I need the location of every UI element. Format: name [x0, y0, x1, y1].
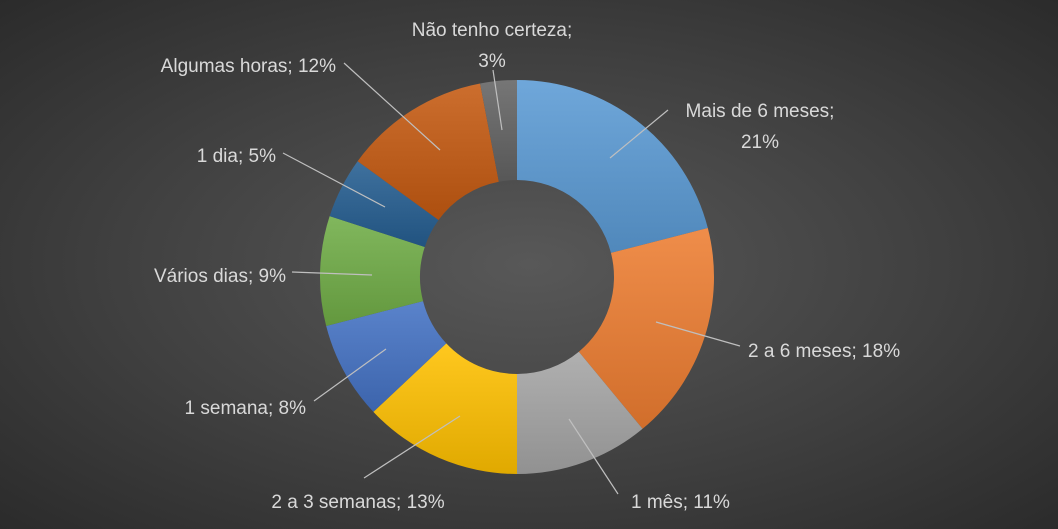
slice-1-mes [517, 351, 643, 474]
slice-1-semana [326, 301, 447, 412]
data-label-2-a-6-meses: 2 a 6 meses; 18% [748, 341, 900, 362]
slice-2-a-6-meses [578, 228, 715, 429]
slice-varios-dias [320, 216, 425, 326]
data-label-1-mes: 1 mês; 11% [631, 492, 730, 513]
leader-line-algumas-horas [343, 62, 441, 151]
leader-line-1-semana [313, 348, 387, 402]
slice-1-dia [329, 161, 439, 248]
slice-nao-tenho-certeza [480, 80, 517, 182]
leader-line-2-a-6-meses [655, 321, 741, 347]
data-label-nao-tenho-certeza: Não tenho certeza; 3% [412, 20, 573, 72]
slice-algumas-horas [357, 83, 499, 220]
leader-line-varios-dias [291, 271, 373, 276]
leader-line-1-mes [568, 418, 619, 495]
data-label-varios-dias: Vários dias; 9% [154, 266, 286, 287]
leader-line-mais-de-6-meses [609, 109, 669, 159]
leader-line-1-dia [282, 152, 386, 208]
data-label-1-dia: 1 dia; 5% [197, 146, 276, 167]
data-label-1-semana: 1 semana; 8% [185, 398, 307, 419]
data-label-algumas-horas: Algumas horas; 12% [161, 56, 336, 77]
slice-mais-de-6-meses [517, 80, 708, 253]
slice-2-a-3-semanas [373, 343, 517, 474]
data-label-2-a-3-semanas: 2 a 3 semanas; 13% [271, 492, 444, 513]
data-label-mais-de-6-meses: Mais de 6 meses; 21% [686, 101, 835, 153]
leader-line-2-a-3-semanas [363, 415, 461, 479]
leader-line-nao-tenho-certeza [492, 69, 503, 131]
